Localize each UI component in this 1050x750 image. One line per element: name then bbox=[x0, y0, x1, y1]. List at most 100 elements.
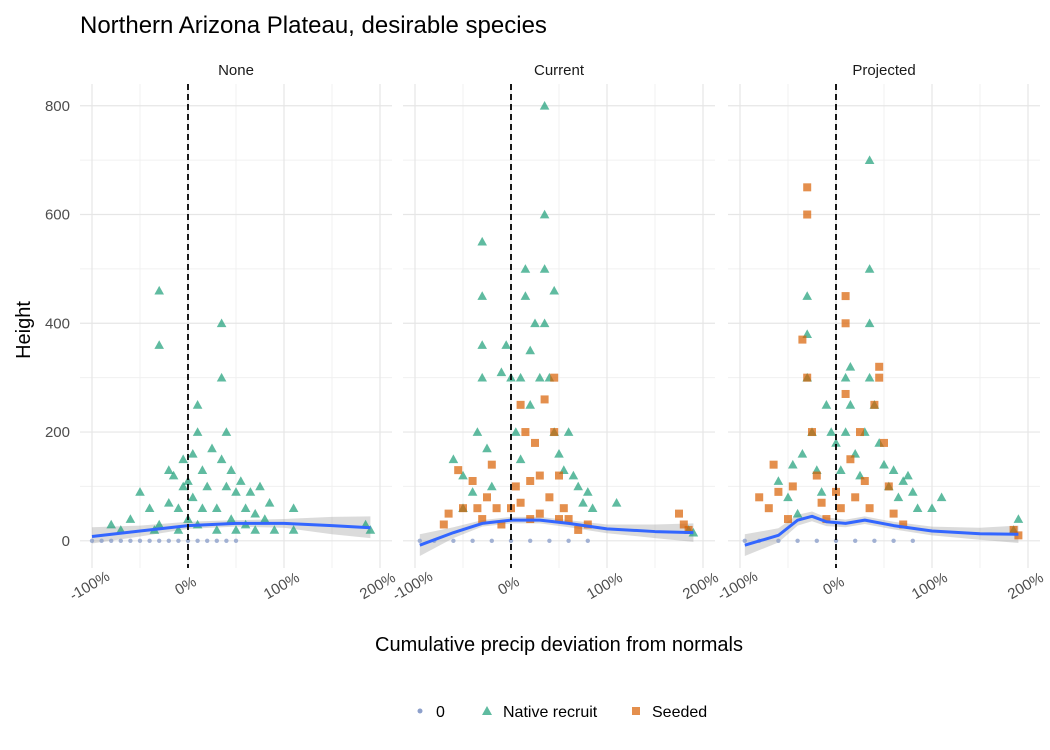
point-native-recruit bbox=[269, 525, 280, 534]
point-zero bbox=[118, 538, 124, 544]
point-native-recruit bbox=[173, 525, 184, 534]
point-seeded bbox=[516, 400, 525, 409]
point-native-recruit bbox=[178, 481, 188, 491]
point-native-recruit bbox=[539, 264, 550, 273]
point-seeded bbox=[531, 438, 539, 447]
point-native-recruit bbox=[192, 400, 203, 409]
confidence-band bbox=[419, 516, 694, 557]
point-native-recruit bbox=[212, 525, 222, 534]
y-tick-label: 200 bbox=[45, 424, 70, 441]
point-native-recruit bbox=[164, 465, 174, 474]
point-seeded bbox=[875, 362, 884, 371]
legend-label: 0 bbox=[436, 704, 445, 721]
point-seeded bbox=[487, 460, 496, 469]
point-seeded bbox=[574, 525, 583, 534]
point-native-recruit bbox=[549, 285, 559, 295]
point-native-recruit bbox=[568, 470, 579, 480]
point-seeded bbox=[788, 482, 797, 491]
point-native-recruit bbox=[212, 503, 222, 513]
legend-label: Seeded bbox=[652, 704, 707, 721]
point-seeded bbox=[812, 471, 821, 480]
point-native-recruit bbox=[583, 487, 593, 496]
point-seeded bbox=[774, 487, 783, 496]
point-native-recruit bbox=[221, 427, 232, 436]
point-native-recruit bbox=[250, 508, 260, 518]
point-native-recruit bbox=[164, 497, 174, 507]
point-zero bbox=[89, 538, 95, 544]
point-zero bbox=[157, 538, 162, 544]
point-native-recruit bbox=[539, 209, 550, 219]
point-zero bbox=[109, 538, 114, 544]
point-native-recruit bbox=[826, 427, 836, 436]
x-axis-label: Cumulative precip deviation from normals bbox=[375, 634, 743, 656]
point-native-recruit bbox=[530, 318, 540, 328]
point-seeded bbox=[454, 466, 463, 475]
point-seeded bbox=[1014, 531, 1023, 540]
point-seeded bbox=[755, 493, 764, 502]
point-native-recruit bbox=[908, 487, 918, 496]
point-native-recruit bbox=[183, 476, 193, 485]
point-zero bbox=[451, 538, 456, 544]
point-seeded bbox=[899, 520, 908, 529]
point-native-recruit bbox=[845, 400, 856, 409]
point-seeded bbox=[545, 493, 554, 502]
point-native-recruit bbox=[496, 367, 507, 377]
point-zero bbox=[224, 538, 229, 544]
panel-current: Current -100% 0% 100% 200% bbox=[390, 62, 722, 604]
point-native-recruit bbox=[515, 454, 526, 464]
point-seeded bbox=[497, 520, 506, 529]
point-native-recruit bbox=[1013, 514, 1024, 523]
point-seeded bbox=[583, 520, 592, 529]
point-native-recruit bbox=[802, 291, 812, 300]
point-seeded bbox=[511, 482, 520, 491]
point-zero bbox=[891, 538, 896, 544]
y-axis-label: Height bbox=[13, 301, 35, 359]
legend-item: Native recruit bbox=[482, 704, 598, 721]
point-native-recruit bbox=[539, 100, 550, 110]
x-tick-label: 100% bbox=[909, 569, 951, 603]
point-native-recruit bbox=[221, 481, 232, 491]
x-tick-label: -100% bbox=[390, 568, 436, 604]
point-native-recruit bbox=[821, 400, 832, 409]
point-native-recruit bbox=[903, 470, 913, 480]
point-seeded bbox=[550, 428, 559, 437]
point-seeded bbox=[880, 438, 888, 447]
point-seeded bbox=[798, 335, 807, 344]
point-native-recruit bbox=[845, 361, 856, 371]
x-tick-label: 200% bbox=[1005, 569, 1047, 603]
point-native-recruit bbox=[192, 427, 203, 436]
point-native-recruit bbox=[840, 427, 851, 436]
point-native-recruit bbox=[197, 503, 208, 513]
smooth-line bbox=[744, 514, 1019, 547]
point-zero bbox=[128, 538, 133, 544]
point-native-recruit bbox=[893, 492, 904, 502]
point-seeded bbox=[817, 498, 826, 507]
point-native-recruit bbox=[525, 400, 535, 409]
point-native-recruit bbox=[578, 497, 588, 507]
point-seeded bbox=[535, 471, 544, 480]
x-tick-label: 200% bbox=[680, 569, 722, 603]
point-native-recruit bbox=[467, 487, 478, 496]
point-native-recruit bbox=[927, 503, 937, 513]
point-seeded bbox=[684, 525, 693, 534]
point-seeded bbox=[439, 520, 448, 529]
point-seeded bbox=[832, 487, 840, 496]
legend-key bbox=[482, 706, 492, 715]
point-zero bbox=[853, 538, 858, 544]
point-native-recruit bbox=[888, 465, 899, 474]
point-native-recruit bbox=[611, 497, 622, 507]
point-seeded bbox=[764, 504, 773, 513]
point-seeded bbox=[444, 509, 453, 518]
point-seeded bbox=[478, 515, 487, 524]
point-seeded bbox=[851, 493, 860, 502]
point-native-recruit bbox=[477, 236, 487, 246]
point-seeded bbox=[841, 319, 850, 328]
point-zero bbox=[508, 538, 514, 544]
point-native-recruit bbox=[879, 459, 889, 469]
point-native-recruit bbox=[788, 459, 798, 469]
point-seeded bbox=[516, 498, 525, 507]
point-seeded bbox=[1009, 525, 1018, 534]
point-seeded bbox=[675, 509, 683, 518]
point-native-recruit bbox=[477, 340, 487, 349]
point-seeded bbox=[521, 428, 530, 437]
